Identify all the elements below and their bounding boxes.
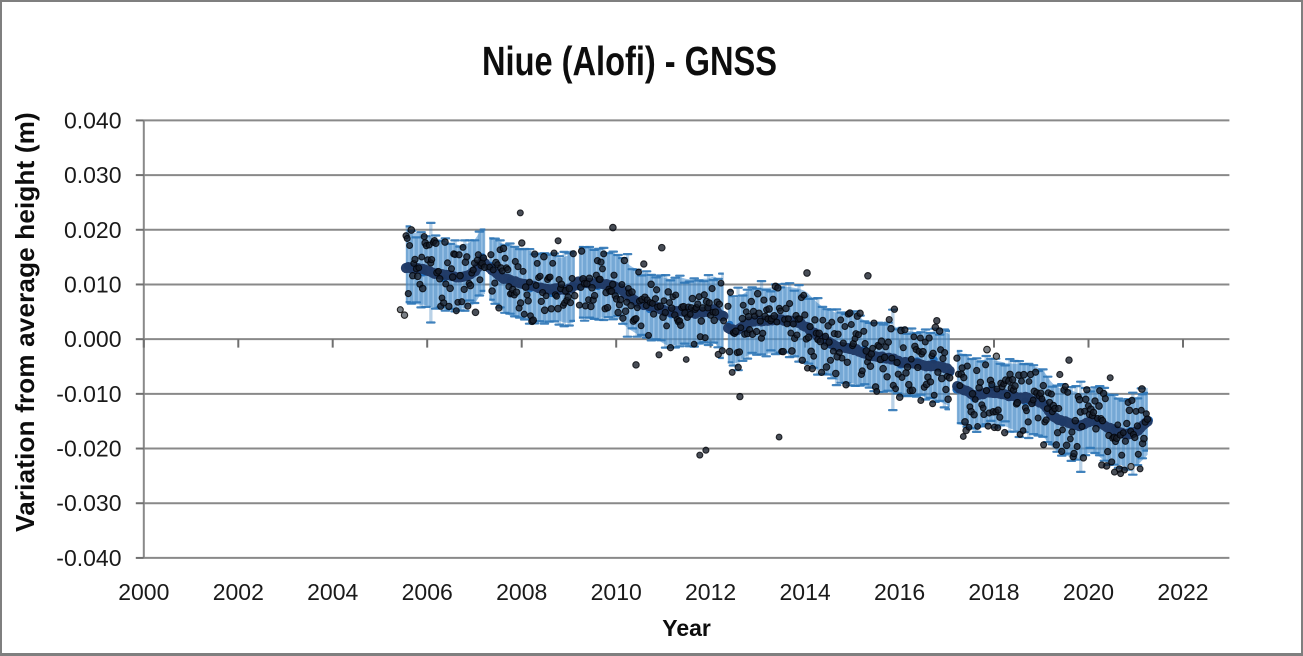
svg-text:Niue (Alofi) - GNSS: Niue (Alofi) - GNSS	[482, 37, 777, 83]
svg-text:2008: 2008	[496, 579, 547, 605]
svg-text:2004: 2004	[307, 579, 358, 605]
svg-text:-0.020: -0.020	[56, 436, 121, 462]
svg-text:0.030: 0.030	[64, 162, 122, 188]
svg-text:2018: 2018	[968, 579, 1019, 605]
svg-text:0.010: 0.010	[64, 272, 122, 298]
svg-text:2002: 2002	[213, 579, 264, 605]
svg-text:2000: 2000	[118, 579, 169, 605]
svg-text:2006: 2006	[402, 579, 453, 605]
svg-text:2020: 2020	[1063, 579, 1114, 605]
svg-text:2010: 2010	[591, 579, 642, 605]
svg-text:-0.040: -0.040	[56, 545, 121, 571]
svg-text:0.040: 0.040	[64, 107, 122, 133]
svg-text:0.020: 0.020	[64, 217, 122, 243]
svg-text:Year: Year	[662, 615, 711, 641]
svg-text:2022: 2022	[1157, 579, 1208, 605]
svg-text:Variation from average height: Variation from average height (m)	[10, 112, 40, 532]
svg-text:2012: 2012	[685, 579, 736, 605]
svg-text:2016: 2016	[874, 579, 925, 605]
svg-text:2014: 2014	[780, 579, 831, 605]
svg-text:-0.010: -0.010	[56, 381, 121, 407]
svg-text:-0.030: -0.030	[56, 490, 121, 516]
svg-text:0.000: 0.000	[64, 326, 122, 352]
